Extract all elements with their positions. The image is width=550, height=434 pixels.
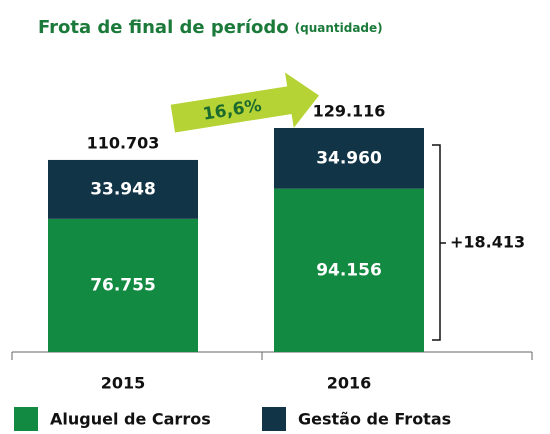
value-label: 94.156 — [316, 260, 382, 280]
legend-swatch — [262, 407, 286, 431]
bar-segment — [274, 128, 424, 189]
bracket — [432, 144, 446, 341]
subtitle: (quantidade) — [295, 21, 383, 35]
title: Frota de final de período — [38, 17, 289, 38]
arrow-shape — [170, 72, 320, 133]
bar-segment — [274, 188, 424, 352]
chart-title: Frota de final de período (quantidade) — [38, 17, 383, 38]
growth-arrow: 16,6% — [170, 72, 320, 133]
legend-label: Gestão de Frotas — [298, 410, 451, 429]
total-label: 110.703 — [87, 133, 160, 152]
legend-swatch — [14, 407, 38, 431]
value-label: 76.755 — [90, 275, 156, 295]
x-tick-label: 2016 — [327, 374, 372, 393]
bar-segment — [48, 159, 198, 219]
legend-label: Aluguel de Carros — [50, 410, 211, 429]
value-label: 34.960 — [316, 148, 382, 168]
total-label: 129.116 — [313, 102, 386, 121]
value-label: 33.948 — [90, 179, 156, 199]
difference-label: +18.413 — [450, 233, 525, 252]
x-tick-label: 2015 — [101, 374, 146, 393]
bar-segment — [48, 218, 198, 352]
